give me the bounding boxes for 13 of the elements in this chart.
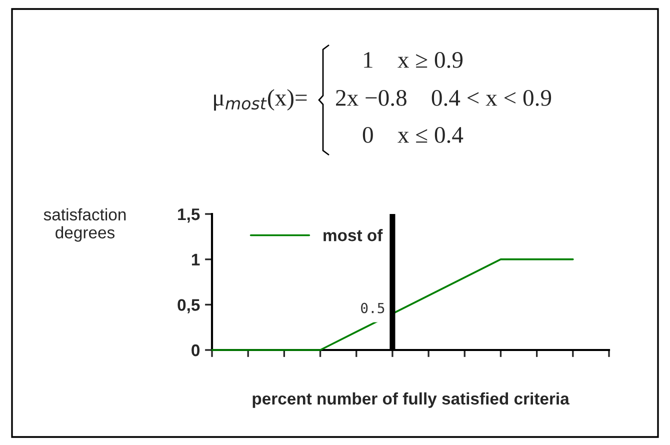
text: μ$_{most}$(x)= [214, 89, 307, 111]
text: 0 x ≤ 0.4 [362, 126, 464, 144]
y-tick-label: 1,5 [178, 208, 200, 223]
y-tick-label: 0,5 [178, 299, 200, 314]
text: 1 x ≥ 0.9 [364, 52, 463, 68]
y-tick-label: 1 [192, 254, 200, 266]
annotation: 0.5 [361, 302, 384, 314]
text: 2x −0.8 0.4 < x < 0.9 [336, 90, 552, 106]
line-series [211, 258, 574, 351]
legend-label: most of [324, 229, 383, 242]
x-axis-title: percent number of fully satisfied criteria [252, 392, 570, 408]
y-tick-label: 0 [192, 344, 200, 356]
y-axis-title: satisfaction degrees [44, 208, 126, 242]
